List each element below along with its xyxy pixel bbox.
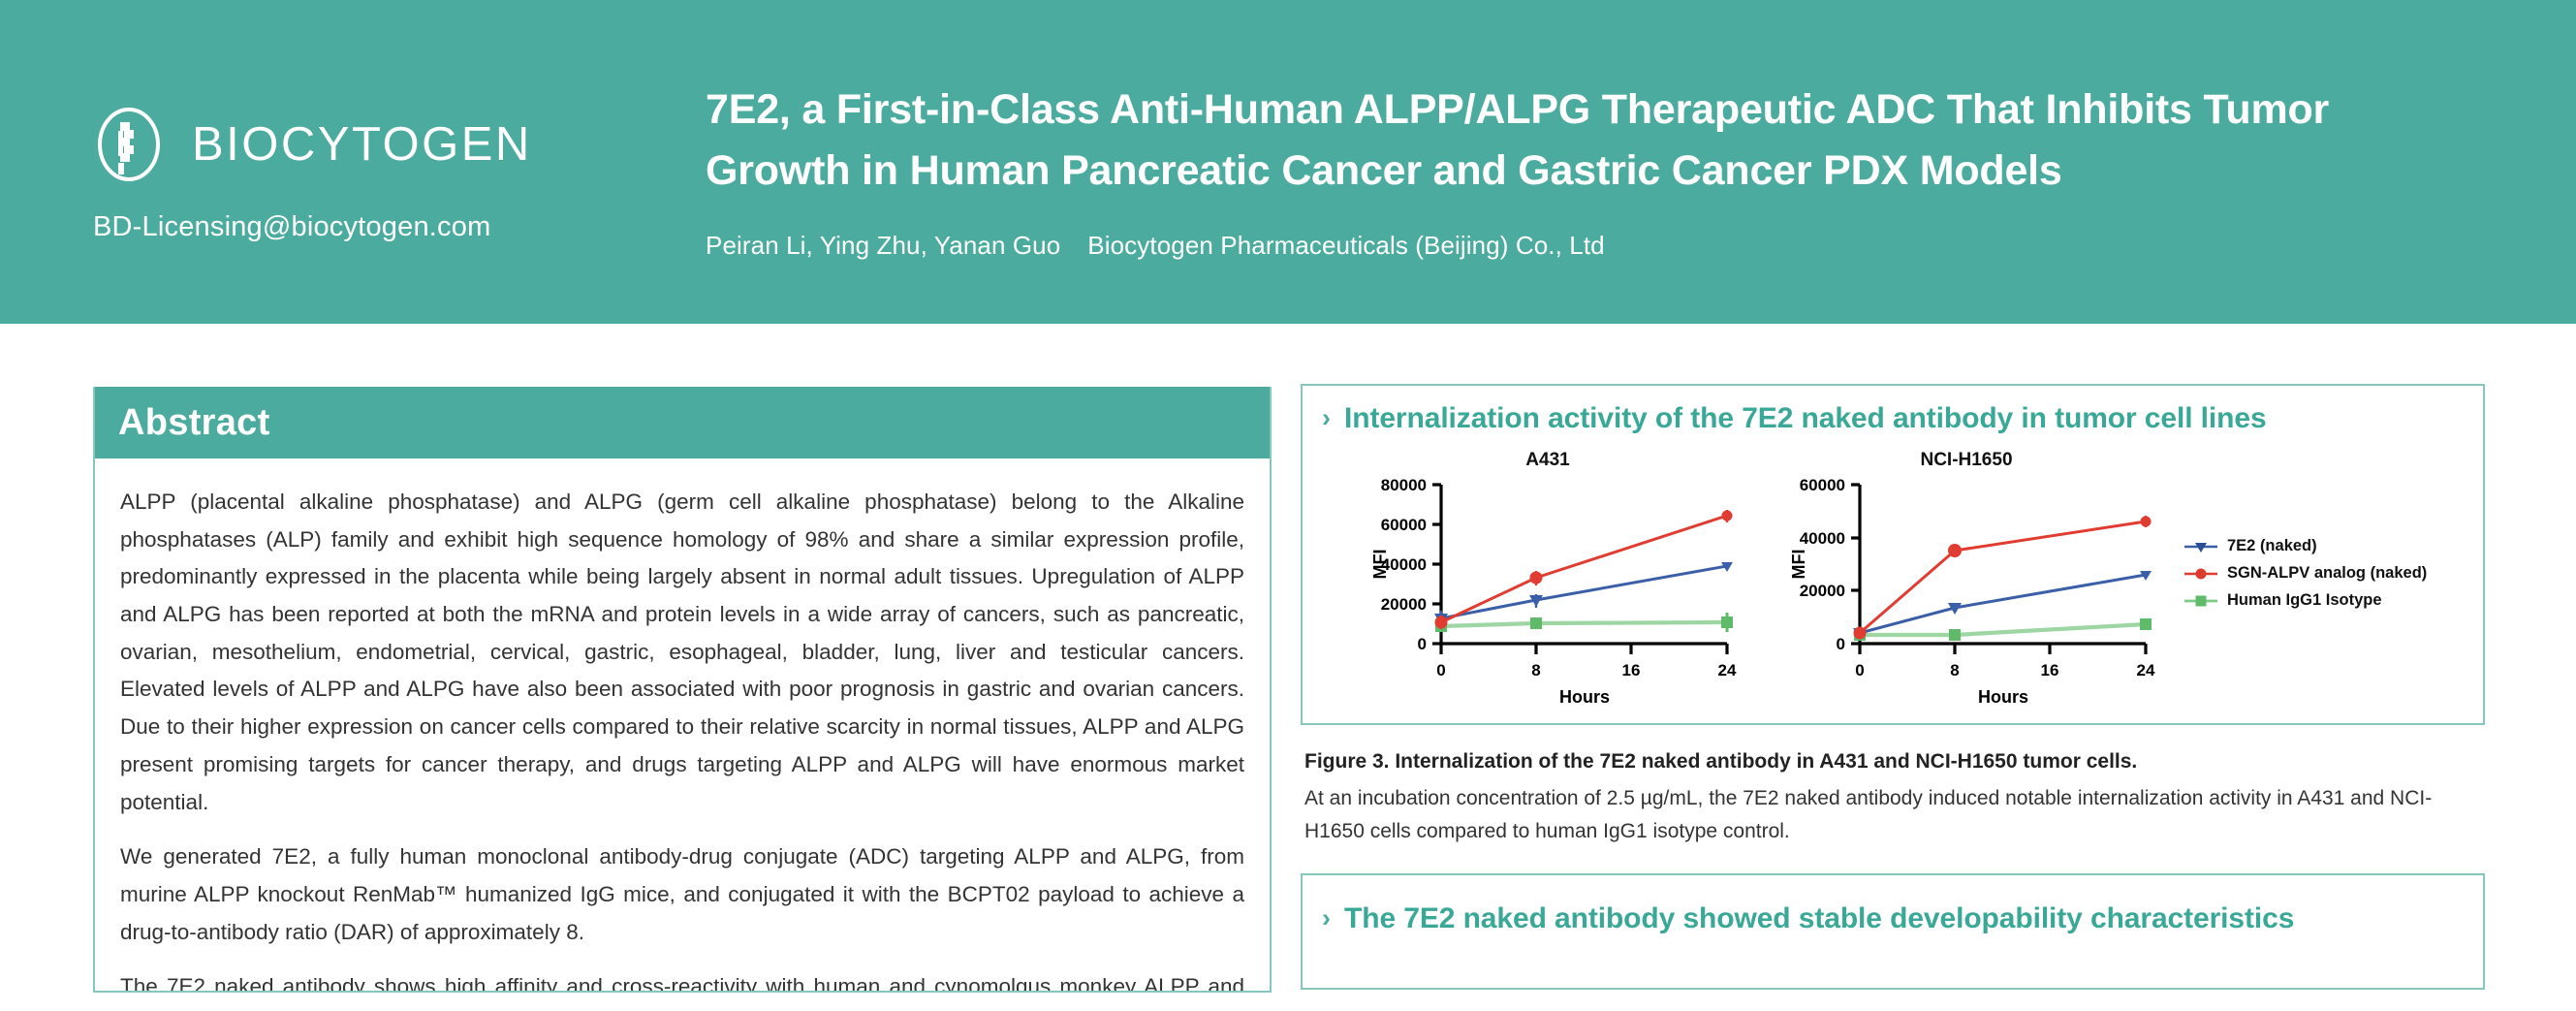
x-tick-0: 0: [1436, 661, 1445, 679]
chevron-right-icon: ›: [1322, 402, 1331, 432]
figure-caption-text: At an incubation concentration of 2.5 µg…: [1304, 787, 2433, 843]
panel-internalization-title: Internalization activity of the 7E2 nake…: [1344, 402, 2267, 434]
y-tick-4: 80000: [1381, 476, 1427, 494]
legend-item-7e2: 7E2 (naked): [2184, 537, 2475, 555]
y-tick-1: 20000: [1381, 595, 1427, 614]
series-line-human-igg1-isotype: [1860, 621, 2147, 638]
legend-item-sgn-alpv: SGN-ALPV analog (naked): [2184, 564, 2475, 583]
square-marker: [2184, 594, 2217, 608]
brand-block: BIOCYTOGEN BD-Licensing@biocytogen.com: [89, 105, 632, 243]
chart-nci-h1650-ylabel: MFI: [1789, 550, 1808, 580]
h1650-x-tick-2: 16: [2041, 661, 2059, 679]
logo-row: BIOCYTOGEN: [89, 105, 632, 184]
h1650-x-tick-1: 8: [1950, 661, 1959, 679]
h1650-y-tick-0: 0: [1837, 635, 1845, 653]
chevron-right-icon: ›: [1322, 902, 1331, 932]
datapoint-7e2-24: [1721, 562, 1733, 572]
panel-internalization-body: A431 0 20000 40000: [1303, 448, 2483, 723]
series-line-sgn-alpv-analog: [1440, 514, 1728, 624]
abstract-panel: Abstract ALPP (placental alkaline phosph…: [93, 387, 1272, 993]
chart-legend: 7E2 (naked) SGN-ALPV analog (naked): [2184, 537, 2475, 618]
chart-a431-title: A431: [1525, 450, 1570, 470]
series-line-7e2-naked: [1440, 564, 1728, 620]
datapoint-sgn-0: [1853, 626, 1867, 640]
legend-item-isotype: Human IgG1 Isotype: [2184, 591, 2475, 610]
panel-internalization: › Internalization activity of the 7E2 na…: [1301, 384, 2485, 725]
panel-internalization-header: › Internalization activity of the 7E2 na…: [1303, 386, 2483, 448]
series-line-sgn-alpv-analog: [1859, 520, 2147, 635]
chart-nci-h1650: NCI-H1650 0 20000 40000 60000: [1758, 448, 2175, 708]
datapoint-isotype-24: [2140, 618, 2152, 630]
panel-developability-header: › The 7E2 naked antibody showed stable d…: [1303, 875, 2483, 949]
x-tick-1: 8: [1531, 661, 1540, 679]
brand-wordmark: BIOCYTOGEN: [192, 117, 532, 171]
legend-label-sgn-alpv: SGN-ALPV analog (naked): [2227, 564, 2428, 582]
panel-developability: › The 7E2 naked antibody showed stable d…: [1301, 873, 2485, 991]
datapoint-7e2-8: [1948, 603, 1962, 615]
series-line-human-igg1-isotype: [1440, 619, 1728, 629]
poster-header: BIOCYTOGEN BD-Licensing@biocytogen.com 7…: [0, 0, 2576, 324]
chart-a431-xlabel: Hours: [1559, 687, 1610, 707]
datapoint-isotype-8: [1530, 617, 1542, 629]
author-names: Peiran Li, Ying Zhu, Yanan Guo: [706, 230, 1061, 260]
datapoint-sgn-8: [1948, 544, 1962, 557]
figure-3-caption: Figure 3. Internalization of the 7E2 nak…: [1301, 746, 2485, 850]
series-line-7e2-naked: [1859, 573, 2147, 635]
abstract-header: Abstract: [95, 387, 1270, 458]
figure-3-charts: A431 0 20000 40000: [1322, 448, 2464, 708]
figure-caption-title: Figure 3. Internalization of the 7E2 nak…: [1304, 750, 2138, 773]
x-tick-2: 16: [1622, 661, 1641, 679]
y-tick-2: 40000: [1381, 555, 1427, 574]
panel-developability-body: [1303, 949, 2483, 988]
h1650-y-tick-2: 40000: [1800, 529, 1845, 548]
y-tick-3: 60000: [1381, 516, 1427, 534]
legend-label-isotype: Human IgG1 Isotype: [2227, 591, 2382, 609]
abstract-body: ALPP (placental alkaline phosphatase) an…: [95, 458, 1270, 993]
abstract-paragraph-3: The 7E2 naked antibody shows high affini…: [120, 968, 1244, 993]
h1650-y-tick-1: 20000: [1800, 582, 1845, 600]
abstract-p3-part-a: The 7E2 naked antibody shows high affini…: [120, 974, 1244, 993]
abstract-paragraph-1: ALPP (placental alkaline phosphatase) an…: [120, 490, 1244, 814]
h1650-x-tick-0: 0: [1855, 661, 1864, 679]
chart-a431: A431 0 20000 40000: [1339, 448, 1756, 708]
y-tick-0: 0: [1418, 635, 1427, 653]
h1650-x-tick-3: 24: [2137, 661, 2155, 679]
chart-a431-plot: 0 20000 40000 60000 80000: [1370, 476, 1737, 707]
panel-developability-title: The 7E2 naked antibody showed stable dev…: [1344, 902, 2295, 935]
triangle-down-marker: [2184, 540, 2217, 553]
chart-nci-h1650-xlabel: Hours: [1978, 687, 2028, 707]
datapoint-7e2-24: [2140, 571, 2152, 581]
chart-nci-h1650-plot: 0 20000 40000 60000 0 8: [1789, 476, 2155, 707]
circle-marker: [2184, 567, 2217, 581]
author-line: Peiran Li, Ying Zhu, Yanan Guo Biocytogen…: [706, 231, 2440, 261]
contact-email[interactable]: BD-Licensing@biocytogen.com: [93, 211, 491, 242]
right-column: › Internalization activity of the 7E2 na…: [1301, 384, 2485, 1011]
title-block: 7E2, a First-in-Class Anti-Human ALPP/AL…: [706, 79, 2440, 261]
affiliation: Biocytogen Pharmaceuticals (Beijing) Co.…: [1087, 230, 1605, 260]
abstract-heading: Abstract: [118, 401, 270, 443]
abstract-paragraph-2: We generated 7E2, a fully human monoclon…: [120, 844, 1244, 944]
h1650-y-tick-3: 60000: [1800, 476, 1845, 494]
datapoint-isotype-8: [1949, 629, 1961, 641]
chart-nci-h1650-title: NCI-H1650: [1920, 450, 2013, 470]
x-tick-3: 24: [1718, 661, 1737, 679]
legend-label-7e2: 7E2 (naked): [2227, 537, 2317, 554]
poster-title: 7E2, a First-in-Class Anti-Human ALPP/AL…: [706, 86, 2330, 194]
chart-a431-ylabel: MFI: [1370, 550, 1390, 580]
biocytogen-logo-icon: [89, 105, 169, 184]
